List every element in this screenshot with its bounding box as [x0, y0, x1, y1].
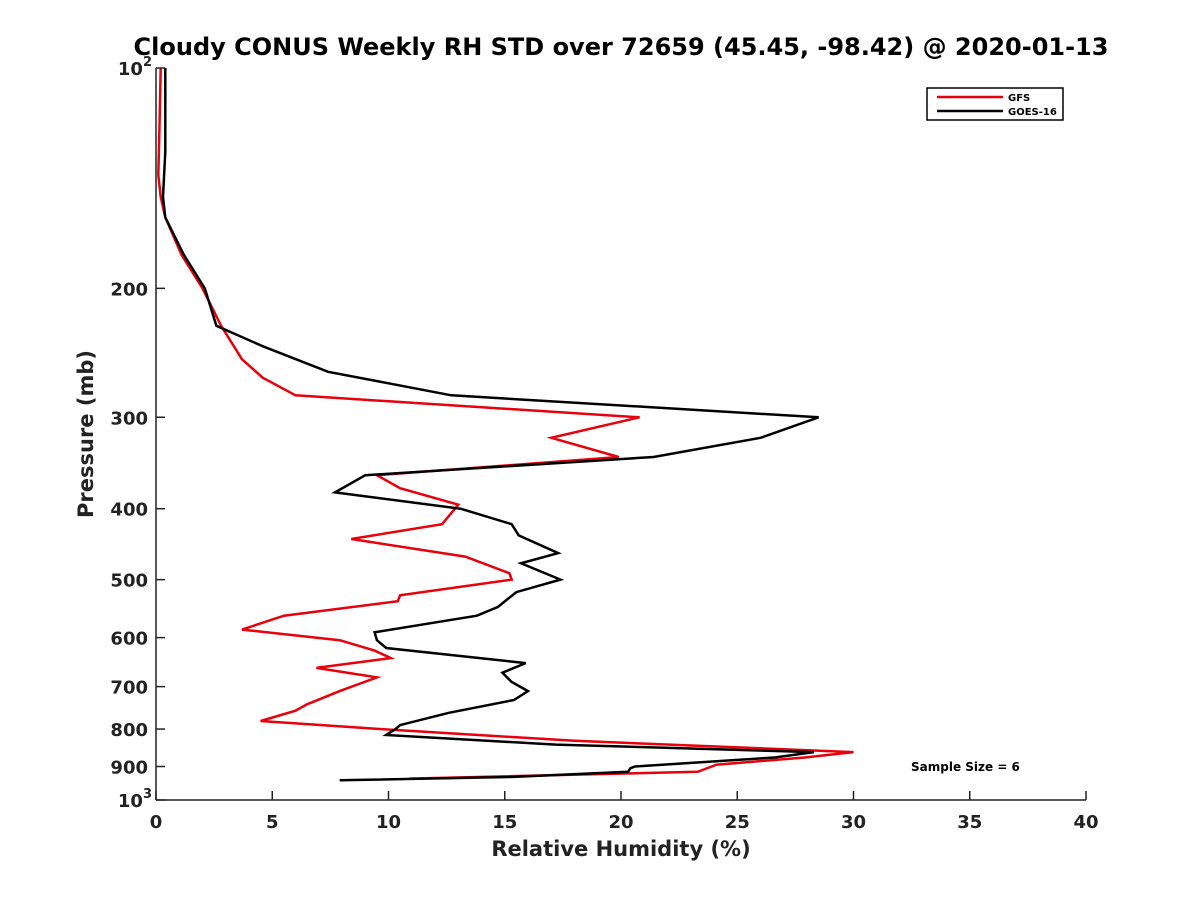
x-tick-label: 25: [725, 812, 750, 833]
series-line-goes16: [161, 68, 820, 782]
legend: GFS GOES-16: [926, 87, 1064, 121]
series-line-gfs: [157, 67, 854, 780]
series-layer: [157, 67, 854, 782]
legend-label-goes16: GOES-16: [1008, 107, 1057, 118]
x-tick-label: 35: [957, 812, 982, 833]
x-tick-label: 20: [608, 812, 633, 833]
sample-size-annotation: Sample Size = 6: [911, 760, 1020, 774]
x-axis-label: Relative Humidity (%): [491, 837, 750, 861]
x-tick-label: 10: [376, 812, 401, 833]
y-tick-label: 400: [110, 500, 148, 521]
x-tick-label: 0: [150, 812, 163, 833]
y-tick-label: 600: [110, 629, 148, 650]
y-tick-label: 102: [118, 55, 152, 80]
x-tick-label: 5: [266, 812, 279, 833]
y-tick-label: 500: [110, 571, 148, 592]
y-tick-label: 300: [110, 408, 148, 429]
chart-title: Cloudy CONUS Weekly RH STD over 72659 (4…: [134, 33, 1109, 61]
y-tick-label: 800: [110, 720, 148, 741]
x-tick-label: 40: [1073, 812, 1098, 833]
y-tick-label: 700: [110, 678, 148, 699]
y-axis-label: Pressure (mb): [74, 350, 98, 518]
y-tick-label: 200: [110, 279, 148, 300]
x-tick-label: 15: [492, 812, 517, 833]
x-tick-label: 30: [841, 812, 866, 833]
legend-label-gfs: GFS: [1008, 93, 1030, 104]
y-tick-label: 103: [118, 787, 152, 812]
legend-box: [926, 87, 1064, 121]
plot-area: [156, 68, 1086, 800]
y-tick-label: 900: [110, 758, 148, 779]
x-ticks: 0 5 10 15 20 25 30 35 40: [150, 791, 1099, 833]
y-ticks: 102 200 300 400 500 600 700 800 900 103: [110, 55, 165, 812]
